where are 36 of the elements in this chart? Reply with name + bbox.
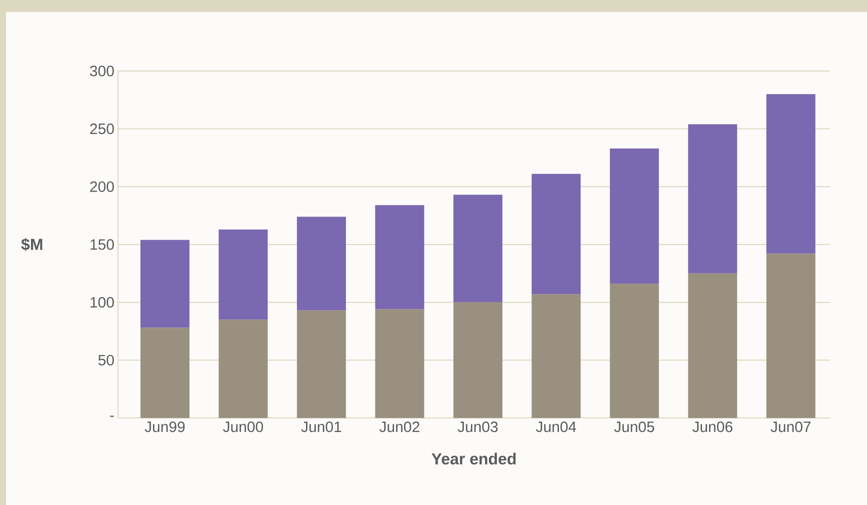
y-tick-label: 200	[90, 181, 114, 192]
bar	[453, 302, 502, 418]
bar	[296, 310, 346, 418]
y-axis-title: $M	[21, 238, 42, 252]
bar	[218, 229, 268, 320]
y-tick-label: 150	[90, 239, 114, 250]
bar	[453, 194, 502, 302]
x-tick-label: Jun05	[614, 422, 654, 432]
y-tick-label: -	[110, 416, 114, 417]
bar	[766, 254, 816, 418]
bar	[688, 124, 738, 274]
x-tick-label: Jun00	[222, 422, 264, 432]
x-tick-label: Jun02	[379, 422, 420, 432]
x-tick-label: Jun04	[536, 422, 576, 432]
y-tick-label: 100	[90, 297, 114, 308]
bar	[140, 240, 190, 328]
x-tick-label: Jun07	[770, 422, 811, 432]
x-axis-title: Year ended	[432, 452, 516, 464]
bar	[375, 309, 424, 418]
y-tick-label: 250	[90, 124, 114, 134]
x-tick-label: Jun99	[144, 422, 185, 432]
bar	[140, 328, 190, 418]
bar	[296, 216, 346, 310]
y-tick-label: 300	[90, 66, 114, 76]
bar	[610, 148, 659, 284]
bar	[532, 294, 581, 418]
bar	[610, 284, 659, 418]
y-tick-label: 50	[98, 354, 114, 366]
x-tick-label: Jun03	[458, 422, 498, 432]
x-tick-label: Jun01	[301, 422, 342, 432]
bar	[766, 94, 816, 254]
bar	[375, 205, 424, 310]
x-tick-label: Jun06	[692, 422, 732, 432]
bar	[218, 320, 268, 418]
bar	[688, 273, 738, 418]
bar	[532, 174, 581, 294]
